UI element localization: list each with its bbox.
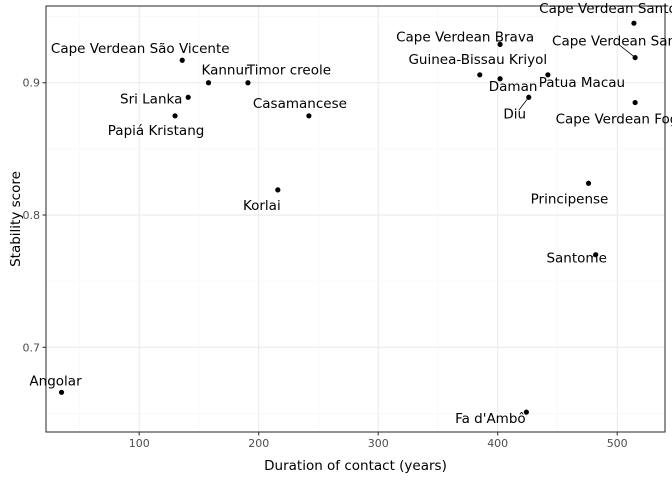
point-label: Korlai — [243, 198, 281, 214]
point-label: Cape Verdean São Vicente — [51, 41, 230, 57]
point-label: Principense — [531, 191, 609, 207]
data-point — [585, 180, 592, 186]
x-tick-label: 500 — [607, 437, 628, 450]
point-label: Cape Verdean Santiago — [552, 34, 672, 50]
panel-border — [45, 5, 666, 433]
point-label: Diu — [503, 106, 526, 122]
point-label: Patua Macau — [539, 75, 625, 91]
x-tick-label: 100 — [129, 437, 150, 450]
y-tick-label: 0.7 — [23, 341, 41, 354]
grid — [46, 6, 665, 432]
label-leader-line — [518, 97, 530, 111]
point-label: Papiá Kristang — [108, 123, 205, 139]
data-point — [172, 113, 178, 119]
data-points — [58, 20, 638, 415]
point-label: Cape Verdean Santo Antão — [539, 1, 672, 17]
data-point — [632, 99, 638, 106]
data-point — [497, 76, 503, 82]
point-label: Timor creole — [246, 63, 331, 79]
point-label: Cape Verdean Fogo — [556, 112, 672, 128]
data-point — [523, 409, 529, 415]
point-label: Sri Lanka — [120, 91, 182, 107]
x-axis: 100 200 300 400 500 — [129, 432, 628, 450]
data-point — [477, 72, 483, 78]
data-point — [275, 187, 281, 193]
x-tick-label: 400 — [487, 437, 508, 450]
data-point — [545, 72, 551, 78]
data-point — [179, 57, 185, 63]
data-point — [593, 252, 599, 258]
y-axis: 0.7 0.8 0.9 — [23, 77, 46, 354]
x-axis-title: Duration of contact (years) — [264, 458, 447, 474]
y-axis-title: Stability score — [8, 171, 24, 267]
data-point — [306, 113, 312, 119]
y-tick-label: 0.8 — [23, 209, 41, 222]
data-point — [185, 94, 191, 100]
label-leader-lines — [518, 45, 636, 111]
point-label: Kannur — [201, 63, 250, 79]
point-label: Casamancese — [253, 96, 347, 112]
point-label: Daman — [489, 79, 538, 95]
label-leader-line — [619, 45, 636, 58]
data-point — [58, 389, 65, 395]
point-label: Guinea-Bissau Kriyol — [408, 52, 547, 68]
point-label: Santome — [546, 251, 606, 267]
point-label: Angolar — [29, 373, 82, 389]
data-point — [245, 80, 251, 86]
data-point — [631, 20, 637, 26]
x-tick-label: 300 — [368, 437, 389, 450]
point-labels: Cape Verdean Santo Antão Cape Verdean San… — [29, 1, 672, 427]
point-label: Fa d'Ambô — [455, 411, 526, 427]
x-tick-label: 200 — [248, 437, 269, 450]
data-point — [205, 80, 212, 86]
point-label: Cape Verdean Brava — [396, 29, 534, 45]
y-tick-label: 0.9 — [23, 77, 41, 90]
data-point — [497, 41, 503, 47]
